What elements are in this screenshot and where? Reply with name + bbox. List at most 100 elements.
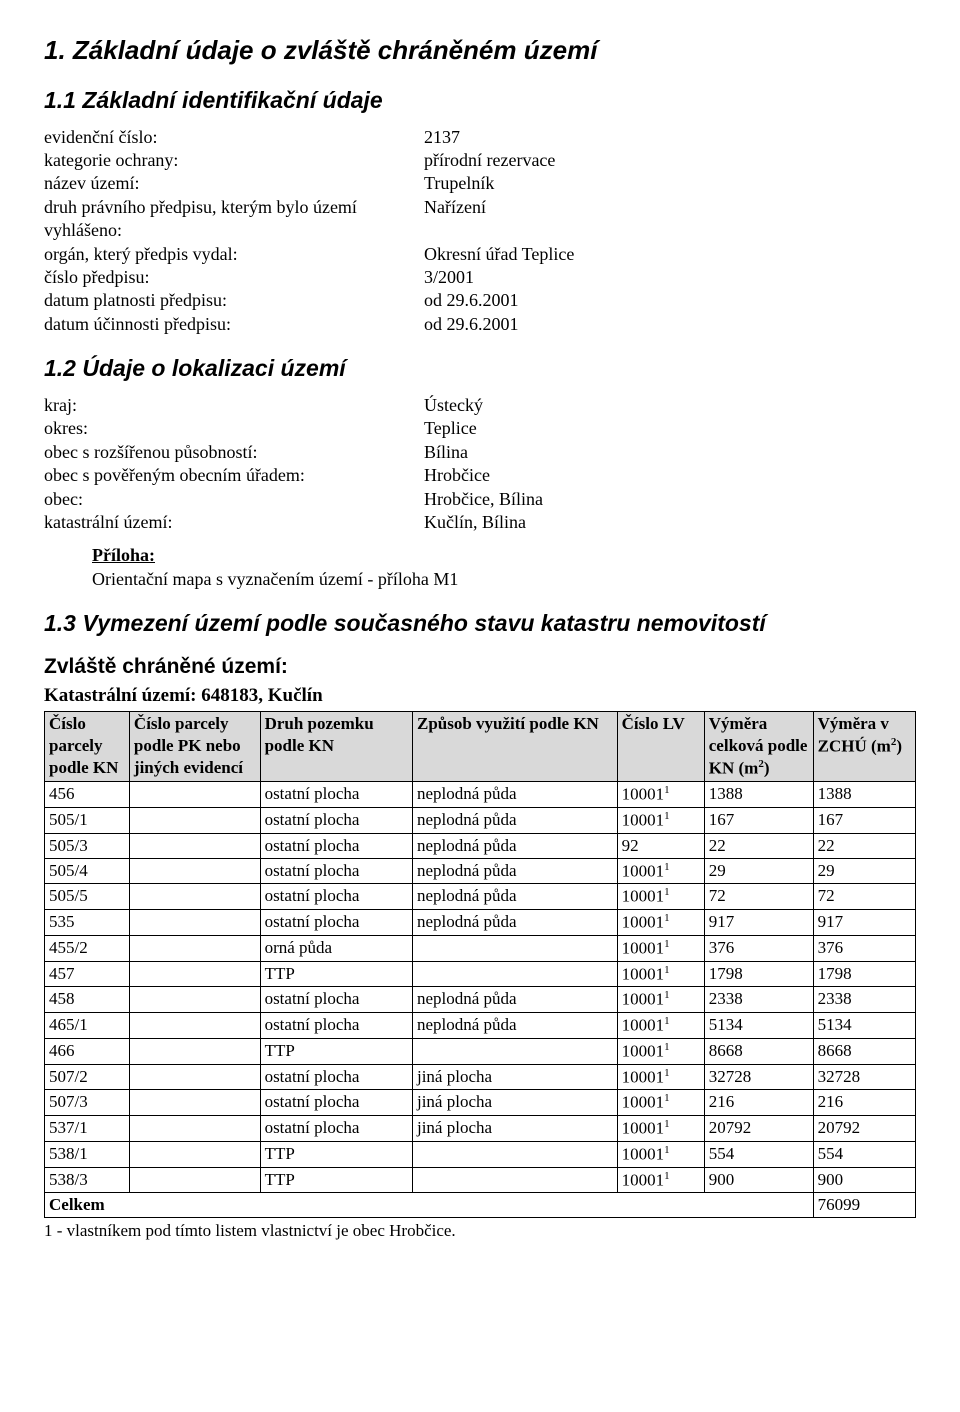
table-cell: 538/3 (45, 1167, 130, 1193)
table-row: 537/1ostatní plochajiná plocha1000112079… (45, 1116, 916, 1142)
kv-label: datum účinnosti předpisu: (44, 313, 424, 336)
table-cell: 5134 (704, 1013, 813, 1039)
table-cell: 538/1 (45, 1141, 130, 1167)
table-cell: orná půda (260, 935, 412, 961)
table-cell: 100011 (617, 1013, 704, 1039)
table-row: 538/3TTP100011900900 (45, 1167, 916, 1193)
zchu-heading: Zvláště chráněné území: (44, 653, 916, 680)
kv-label: kategorie ochrany: (44, 149, 424, 172)
table-cell: ostatní plocha (260, 858, 412, 884)
table-cell: 29 (813, 858, 915, 884)
kv-value: 3/2001 (424, 266, 916, 289)
table-header: Číslo parcely podle PK nebo jiných evide… (129, 712, 260, 782)
kv-row: okres:Teplice (44, 417, 916, 440)
kv-value: Okresní úřad Teplice (424, 243, 916, 266)
table-cell: 457 (45, 961, 130, 987)
priloha-head: Příloha: (92, 544, 916, 567)
table-cell: 466 (45, 1038, 130, 1064)
table-cell: 2338 (704, 987, 813, 1013)
kv-row: datum účinnosti předpisu:od 29.6.2001 (44, 313, 916, 336)
table-row: 456ostatní plochaneplodná půda1000111388… (45, 782, 916, 808)
table-cell: ostatní plocha (260, 1090, 412, 1116)
table-cell: 72 (813, 884, 915, 910)
table-cell: 455/2 (45, 935, 130, 961)
table-cell: 505/4 (45, 858, 130, 884)
table-cell: 29 (704, 858, 813, 884)
table-cell: 535 (45, 910, 130, 936)
kv-row: kraj:Ústecký (44, 394, 916, 417)
kv-block-1-1: evidenční číslo:2137kategorie ochrany:př… (44, 126, 916, 337)
table-cell: neplodná půda (412, 858, 617, 884)
table-cell: 537/1 (45, 1116, 130, 1142)
kv-label: orgán, který předpis vydal: (44, 243, 424, 266)
table-cell: ostatní plocha (260, 833, 412, 858)
table-cell: 900 (813, 1167, 915, 1193)
table-cell: 1798 (813, 961, 915, 987)
table-cell: 100011 (617, 807, 704, 833)
table-cell: ostatní plocha (260, 782, 412, 808)
table-cell: neplodná půda (412, 833, 617, 858)
table-cell: 5134 (813, 1013, 915, 1039)
kv-row: číslo předpisu:3/2001 (44, 266, 916, 289)
table-cell: 100011 (617, 1064, 704, 1090)
table-cell (129, 935, 260, 961)
table-cell (412, 1141, 617, 1167)
section-1-2-heading: 1.2 Údaje o lokalizaci území (44, 354, 916, 384)
table-cell: 100011 (617, 987, 704, 1013)
table-cell: 22 (813, 833, 915, 858)
table-cell: 900 (704, 1167, 813, 1193)
kv-value: Ústecký (424, 394, 916, 417)
kv-value: Hrobčice, Bílina (424, 488, 916, 511)
table-cell: 8668 (813, 1038, 915, 1064)
kv-value: Teplice (424, 417, 916, 440)
kv-label: obec s rozšířenou působností: (44, 441, 424, 464)
kv-row: evidenční číslo:2137 (44, 126, 916, 149)
table-row: 535ostatní plochaneplodná půda1000119179… (45, 910, 916, 936)
table-cell: 100011 (617, 858, 704, 884)
table-cell: jiná plocha (412, 1116, 617, 1142)
table-cell (129, 884, 260, 910)
table-cell: 20792 (813, 1116, 915, 1142)
table-cell: 20792 (704, 1116, 813, 1142)
table-cell (129, 1141, 260, 1167)
kv-label: okres: (44, 417, 424, 440)
kv-value: 2137 (424, 126, 916, 149)
table-cell (412, 1167, 617, 1193)
table-cell: TTP (260, 1167, 412, 1193)
table-row: 538/1TTP100011554554 (45, 1141, 916, 1167)
table-cell (129, 987, 260, 1013)
table-row: 458ostatní plochaneplodná půda1000112338… (45, 987, 916, 1013)
table-header: Číslo LV (617, 712, 704, 782)
kv-label: evidenční číslo: (44, 126, 424, 149)
table-cell (129, 1064, 260, 1090)
table-row: 465/1ostatní plochaneplodná půda10001151… (45, 1013, 916, 1039)
table-cell: neplodná půda (412, 884, 617, 910)
table-cell: 100011 (617, 1141, 704, 1167)
table-cell: 167 (813, 807, 915, 833)
table-cell (129, 858, 260, 884)
table-cell (129, 910, 260, 936)
table-cell: 554 (813, 1141, 915, 1167)
section-1-heading: 1. Základní údaje o zvláště chráněném úz… (44, 34, 916, 68)
table-cell: 505/5 (45, 884, 130, 910)
table-cell: TTP (260, 1038, 412, 1064)
kv-value: od 29.6.2001 (424, 313, 916, 336)
table-header: Výměra celková podle KN (m2) (704, 712, 813, 782)
table-cell: 100011 (617, 935, 704, 961)
katastralni-line: Katastrální území: 648183, Kučlín (44, 684, 916, 709)
table-cell: 917 (704, 910, 813, 936)
table-header: Způsob využití podle KN (412, 712, 617, 782)
table-cell: ostatní plocha (260, 1013, 412, 1039)
table-cell: ostatní plocha (260, 1064, 412, 1090)
table-cell (129, 1090, 260, 1116)
table-cell: jiná plocha (412, 1064, 617, 1090)
table-cell: 216 (704, 1090, 813, 1116)
table-row: 505/1ostatní plochaneplodná půda10001116… (45, 807, 916, 833)
table-cell: 100011 (617, 1090, 704, 1116)
table-cell: ostatní plocha (260, 987, 412, 1013)
table-cell: 100011 (617, 1116, 704, 1142)
table-header: Výměra v ZCHÚ (m2) (813, 712, 915, 782)
table-cell: 505/1 (45, 807, 130, 833)
footnote: 1 - vlastníkem pod tímto listem vlastnic… (44, 1220, 916, 1242)
kv-value: Hrobčice (424, 464, 916, 487)
